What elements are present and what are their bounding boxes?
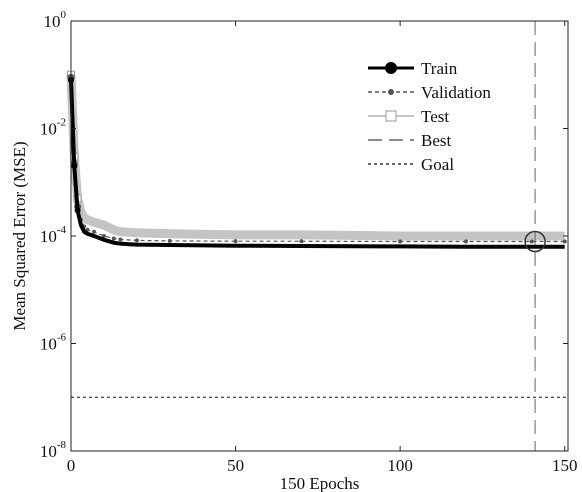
legend-label-validation: Validation	[421, 83, 491, 102]
series-validation-marker	[529, 239, 534, 244]
legend-item-best: Best	[368, 131, 452, 150]
best-epoch-marker	[524, 230, 546, 253]
x-tick-label: 50	[227, 456, 244, 475]
series-validation-marker	[101, 234, 106, 238]
series-validation-marker	[134, 238, 139, 243]
legend-item-test: Test	[368, 107, 449, 126]
y-tick-label: 10-6	[40, 332, 67, 354]
y-tick-label: 10-4	[40, 224, 67, 246]
x-axis-label: 150 Epochs	[280, 474, 360, 492]
series-train-line	[69, 79, 565, 249]
series-validation-marker	[463, 239, 468, 244]
y-tick-label: 100	[44, 9, 67, 31]
series-validation-marker	[92, 229, 97, 234]
legend-validation-marker	[388, 89, 394, 95]
legend-label-best: Best	[421, 131, 452, 150]
series-validation-marker	[111, 236, 116, 241]
legend-item-train: Train	[368, 59, 458, 78]
legend-label-train: Train	[421, 59, 458, 78]
legend-item-validation: Validation	[368, 83, 491, 102]
y-axis-label: Mean Squared Error (MSE)	[10, 141, 29, 330]
series-validation-marker	[118, 237, 123, 242]
legend-label-test: Test	[421, 107, 449, 126]
series-validation-marker	[299, 239, 304, 244]
legend-item-goal: Goal	[368, 155, 454, 174]
axis-ticks: 0 50 100 150 10-8 10-6 10-4 10-2 100	[40, 9, 578, 475]
series-validation-marker	[167, 238, 172, 243]
y-tick-label: 10-8	[40, 439, 67, 461]
legend-test-marker	[385, 110, 397, 122]
plot-area	[66, 21, 568, 451]
x-tick-label: 0	[67, 456, 76, 475]
legend-train-marker	[385, 62, 397, 74]
series-validation-marker	[398, 239, 403, 244]
series-validation-marker	[562, 239, 567, 244]
x-tick-label: 100	[387, 456, 413, 475]
legend-label-goal: Goal	[421, 155, 454, 174]
series-train-marker	[71, 163, 78, 170]
series-validation-marker	[233, 239, 238, 244]
y-tick-label: 10-2	[40, 117, 66, 139]
legend: Train Validation Test Best Goal	[368, 59, 491, 174]
x-tick-label: 150	[552, 456, 578, 475]
series-train-marker	[74, 207, 81, 214]
